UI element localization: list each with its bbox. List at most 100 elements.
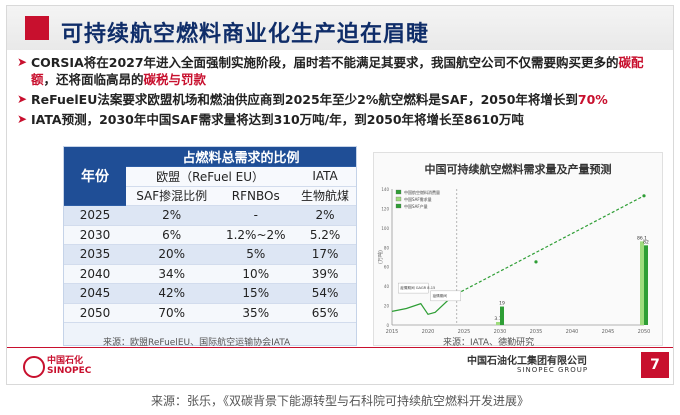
year-cell: 2035 bbox=[64, 244, 126, 265]
value-cell: 35% bbox=[217, 303, 295, 323]
logo-name: 中国石化 bbox=[47, 356, 84, 366]
arrow-bullet-icon: ➤ bbox=[17, 112, 28, 126]
image-caption: 来源：张乐，《双碳背景下能源转型与石科院可持续航空燃料开发进展》 bbox=[150, 394, 529, 408]
group-name: 中国石油化工集团有限公司 bbox=[467, 356, 587, 367]
x-tick-label: 2025 bbox=[458, 329, 471, 335]
bar bbox=[640, 241, 644, 325]
y-tick-label: 0 bbox=[386, 323, 389, 328]
value-cell: 15% bbox=[217, 283, 295, 304]
bullet-list: ➤ CORSIA将在2027年进入全面强制实施阶段，届时若不能满足其要求，我国航空… bbox=[17, 54, 667, 131]
x-tick-label: 2040 bbox=[566, 329, 579, 335]
annotation-box bbox=[430, 290, 461, 302]
highlight-text: 70% bbox=[577, 92, 608, 107]
sinopec-logo-icon bbox=[23, 356, 45, 378]
x-tick-label: 2050 bbox=[638, 329, 651, 335]
annotation-text: 疫情期间 GAGR 8.15 bbox=[400, 285, 435, 290]
bullet-text: ReFuelEU法案要求欧盟机场和燃油供应商到2025年至少2%航空燃料是SAF… bbox=[31, 91, 608, 108]
x-tick-label: 2015 bbox=[386, 329, 399, 335]
legend-swatch bbox=[395, 203, 402, 209]
bullet-segment: IATA预测，2030年中国SAF需求量将达到310万吨/年，到2050年将增长… bbox=[31, 112, 524, 127]
sub-header-saf: SAF掺混比例 bbox=[126, 186, 218, 206]
forecast-point bbox=[534, 260, 538, 264]
table-row: 2035 20% 5% 17% bbox=[64, 244, 356, 265]
page-number: 7 bbox=[641, 352, 669, 378]
sub-header-bio: 生物航煤 bbox=[294, 186, 356, 206]
value-cell: 5% bbox=[217, 244, 295, 265]
value-cell: 10% bbox=[217, 264, 295, 284]
group-sub: SINOPEC GROUP bbox=[517, 366, 589, 374]
table-row: 2025 2% -2% bbox=[64, 205, 356, 226]
value-cell: 20% bbox=[126, 244, 218, 265]
bar bbox=[500, 306, 504, 325]
forecast-point bbox=[642, 194, 646, 198]
table-source: 来源：欧盟ReFuelEU、国际航空运输协会IATA bbox=[103, 338, 291, 348]
year-cell: 2025 bbox=[64, 205, 126, 226]
y-tick-label: 60 bbox=[384, 265, 390, 270]
forecast-line bbox=[456, 195, 645, 295]
y-tick-label: 100 bbox=[381, 226, 389, 231]
bar bbox=[644, 245, 648, 325]
table-row: 2050 70% 35% 65% bbox=[64, 303, 356, 323]
bullet-segment: ，还将面临高昂的 bbox=[43, 72, 144, 87]
value-cell: 65% bbox=[294, 303, 356, 323]
logo-sub: SINOPEC bbox=[47, 366, 92, 376]
year-cell: 2040 bbox=[64, 264, 126, 284]
bullet-text: CORSIA将在2027年进入全面强制实施阶段，届时若不能满足其要求，我国航空公… bbox=[31, 54, 667, 88]
x-tick-label: 2045 bbox=[602, 329, 615, 335]
value-cell: - bbox=[217, 205, 295, 226]
footer-divider bbox=[7, 347, 673, 348]
title-accent-block bbox=[25, 16, 49, 40]
arrow-bullet-icon: ➤ bbox=[17, 55, 28, 69]
bullet-item: ➤ ReFuelEU法案要求欧盟机场和燃油供应商到2025年至少2%航空燃料是SA… bbox=[17, 91, 667, 108]
group-header-eu: 欧盟（ReFuel EU） bbox=[126, 166, 295, 187]
bullet-segment: ReFuelEU法案要求欧盟机场和燃油供应商到2025年至少2%航空燃料是SAF… bbox=[31, 92, 578, 107]
x-tick-label: 2030 bbox=[494, 329, 507, 335]
data-label: 82 bbox=[643, 239, 649, 245]
y-axis-label: (万吨) bbox=[377, 250, 384, 264]
logo-text: 中国石化 SINOPEC bbox=[47, 356, 91, 376]
title-bar: 可持续航空燃料商业化生产迫在眉睫 bbox=[7, 6, 673, 50]
arrow-bullet-icon: ➤ bbox=[17, 92, 28, 106]
sub-header-rfnbo: RFNBOs bbox=[217, 186, 295, 206]
bullet-item: ➤ IATA预测，2030年中国SAF需求量将达到310万吨/年，到2050年将增… bbox=[17, 111, 667, 128]
value-cell: 54% bbox=[294, 283, 356, 304]
data-label: 86.1 bbox=[637, 235, 647, 241]
value-cell: 34% bbox=[126, 264, 218, 284]
x-tick-label: 2035 bbox=[530, 329, 543, 335]
value-cell: 70% bbox=[126, 303, 218, 323]
value-cell: 39% bbox=[294, 264, 356, 284]
slide-title: 可持续航空燃料商业化生产迫在眉睫 bbox=[61, 22, 430, 47]
x-tick-label: 2020 bbox=[422, 329, 435, 335]
highlight-text: 碳税与罚款 bbox=[143, 72, 207, 87]
year-cell: 2030 bbox=[64, 225, 126, 245]
year-cell: 2050 bbox=[64, 303, 126, 323]
year-cell: 2045 bbox=[64, 283, 126, 304]
y-tick-label: 20 bbox=[384, 304, 390, 309]
annotation-box bbox=[398, 282, 429, 294]
value-cell: 2% bbox=[294, 205, 356, 226]
table-row: 2030 6% 1.2%~2% 5.2% bbox=[64, 225, 356, 245]
table-row: 2045 42% 15% 54% bbox=[64, 283, 356, 304]
highlight-text: 碳配额 bbox=[31, 55, 644, 87]
table-title: 占燃料总需求的比例 bbox=[126, 147, 356, 167]
annotation-text: 疫情期间 bbox=[433, 293, 448, 298]
bullet-text: IATA预测，2030年中国SAF需求量将达到310万吨/年，到2050年将增长… bbox=[31, 111, 524, 128]
legend-label: 中国航空燃料消费量 bbox=[404, 189, 440, 195]
ratio-table: 年份 占燃料总需求的比例 欧盟（ReFuel EU） IATA SAF掺混比例 … bbox=[63, 146, 357, 346]
data-label: 19 bbox=[499, 301, 505, 307]
value-cell: 1.2%~2% bbox=[217, 225, 295, 245]
chart-source: 来源：IATA、德勤研究 bbox=[443, 338, 535, 348]
legend-swatch bbox=[395, 196, 402, 202]
slide: 可持续航空燃料商业化生产迫在眉睫 ➤ CORSIA将在2027年进入全面强制实施阶… bbox=[6, 5, 674, 385]
legend-label: 中国SAF需求量 bbox=[404, 196, 432, 202]
group-header-iata: IATA bbox=[294, 166, 356, 187]
value-cell: 42% bbox=[126, 283, 218, 304]
data-label: 3.1 bbox=[494, 316, 501, 322]
legend-swatch bbox=[395, 189, 402, 195]
value-cell: 17% bbox=[294, 244, 356, 265]
y-tick-label: 140 bbox=[381, 187, 389, 192]
legend-label: 中国SAF产量 bbox=[404, 203, 428, 209]
chart-title: 中国可持续航空燃料需求量及产量预测 bbox=[424, 163, 612, 176]
value-cell: 2% bbox=[126, 205, 218, 226]
